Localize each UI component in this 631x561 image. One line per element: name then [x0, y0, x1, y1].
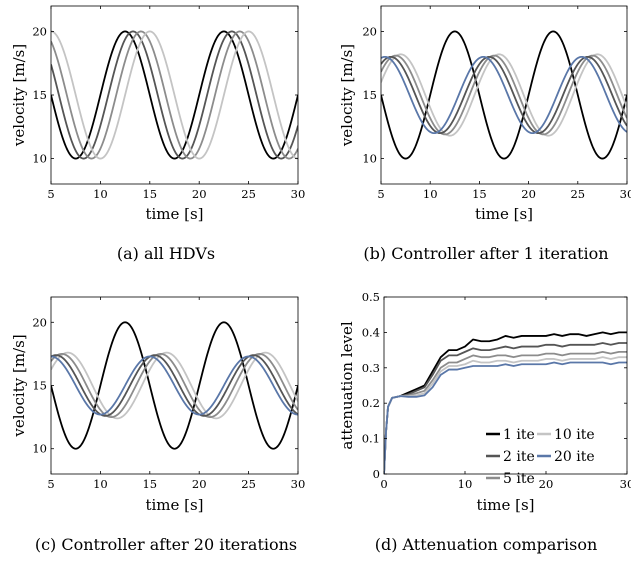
x-tick-label: 5 [47, 477, 54, 491]
y-tick-label: 0.1 [362, 432, 380, 446]
x-tick-label: 30 [291, 477, 306, 491]
series-group [51, 30, 298, 160]
panel-caption: (c) Controller after 20 iterations [35, 535, 297, 554]
series-line-5 [384, 361, 627, 474]
series-line-4 [51, 354, 298, 417]
panel-4: 0 10 20 30 0 0.1 0.2 0.3 0.4 0.5 time [s] attenuati… [338, 290, 631, 554]
legend-label: 20 ite [554, 449, 595, 465]
y-tick-label: 20 [362, 24, 377, 38]
y-axis-label: attenuation level [338, 321, 356, 449]
y-tick-label: 0.2 [362, 396, 380, 410]
series-line-3 [51, 30, 298, 160]
y-axis-label: velocity [m/s] [10, 334, 28, 437]
panel-caption: (d) Attenuation comparison [375, 535, 598, 554]
series-line-2 [384, 342, 627, 474]
y-tick-label: 20 [32, 24, 47, 38]
series-line-4 [384, 356, 627, 474]
panel-1: 5 10 15 20 25 30 10 15 20 time [s] velocity [m/s] (… [10, 5, 306, 263]
series-line-5 [51, 355, 298, 416]
legend-label: 5 ite [503, 471, 535, 487]
x-tick-label: 20 [521, 187, 536, 201]
series-line-3 [384, 350, 627, 474]
x-tick-label: 30 [620, 477, 631, 491]
x-tick-label: 10 [93, 477, 108, 491]
legend-label: 10 ite [554, 427, 595, 443]
x-axis-label: time [s] [145, 205, 203, 223]
y-tick-label: 15 [362, 88, 377, 102]
x-tick-label: 10 [423, 187, 438, 201]
y-tick-label: 15 [32, 379, 47, 393]
y-tick-label: 0.4 [362, 325, 380, 339]
x-tick-label: 25 [570, 187, 585, 201]
series-line-1 [51, 30, 298, 160]
series-line-1 [381, 30, 627, 160]
y-tick-label: 0 [373, 467, 380, 481]
series-line-2 [381, 53, 627, 137]
x-tick-label: 0 [380, 477, 387, 491]
y-tick-label: 20 [32, 315, 47, 329]
x-tick-label: 10 [93, 187, 108, 201]
x-tick-label: 20 [192, 477, 207, 491]
series-group [381, 30, 627, 160]
series-line-4 [381, 55, 627, 135]
series-line-3 [51, 352, 298, 419]
legend-label: 2 ite [503, 449, 535, 465]
x-tick-label: 5 [47, 187, 54, 201]
series-line-2 [51, 351, 298, 420]
x-axis-label: time [s] [476, 496, 534, 514]
series-line-1 [51, 321, 298, 450]
legend-label: 1 ite [503, 427, 535, 443]
panel-caption: (a) all HDVs [117, 244, 215, 263]
x-tick-label: 15 [142, 477, 157, 491]
y-axis-label: velocity [m/s] [10, 44, 28, 147]
x-tick-label: 30 [620, 187, 631, 201]
y-tick-label: 10 [32, 442, 47, 456]
series-line-4 [51, 30, 298, 160]
x-tick-label: 20 [539, 477, 554, 491]
x-tick-label: 25 [241, 477, 256, 491]
y-tick-label: 15 [32, 88, 47, 102]
panel-2: 5 10 15 20 25 30 10 15 20 time [s] velocity [m/s] (… [338, 5, 631, 263]
x-tick-label: 15 [472, 187, 487, 201]
y-tick-label: 0.5 [362, 290, 380, 304]
series-group [51, 321, 298, 450]
series-line-3 [381, 54, 627, 136]
x-tick-label: 25 [241, 187, 256, 201]
x-tick-label: 10 [458, 477, 473, 491]
y-axis-label: velocity [m/s] [338, 44, 356, 147]
series-line-5 [381, 55, 627, 135]
x-tick-label: 20 [192, 187, 207, 201]
y-tick-label: 10 [362, 152, 377, 166]
panel-caption: (b) Controller after 1 iteration [363, 244, 608, 263]
x-tick-label: 5 [377, 187, 384, 201]
x-tick-label: 30 [291, 187, 306, 201]
axes-box [383, 296, 628, 475]
axes-box [380, 5, 628, 185]
x-tick-label: 15 [142, 187, 157, 201]
series-group [384, 331, 627, 474]
panel-3: 5 10 15 20 25 30 10 15 20 time [s] velocity [m/s] (… [10, 296, 306, 554]
series-line-1 [384, 331, 627, 474]
y-tick-label: 10 [32, 152, 47, 166]
x-axis-label: time [s] [145, 496, 203, 514]
legend: 1 ite 10 ite 2 ite 20 ite 5 ite [486, 427, 595, 487]
y-tick-label: 0.3 [362, 361, 380, 375]
x-axis-label: time [s] [475, 205, 533, 223]
